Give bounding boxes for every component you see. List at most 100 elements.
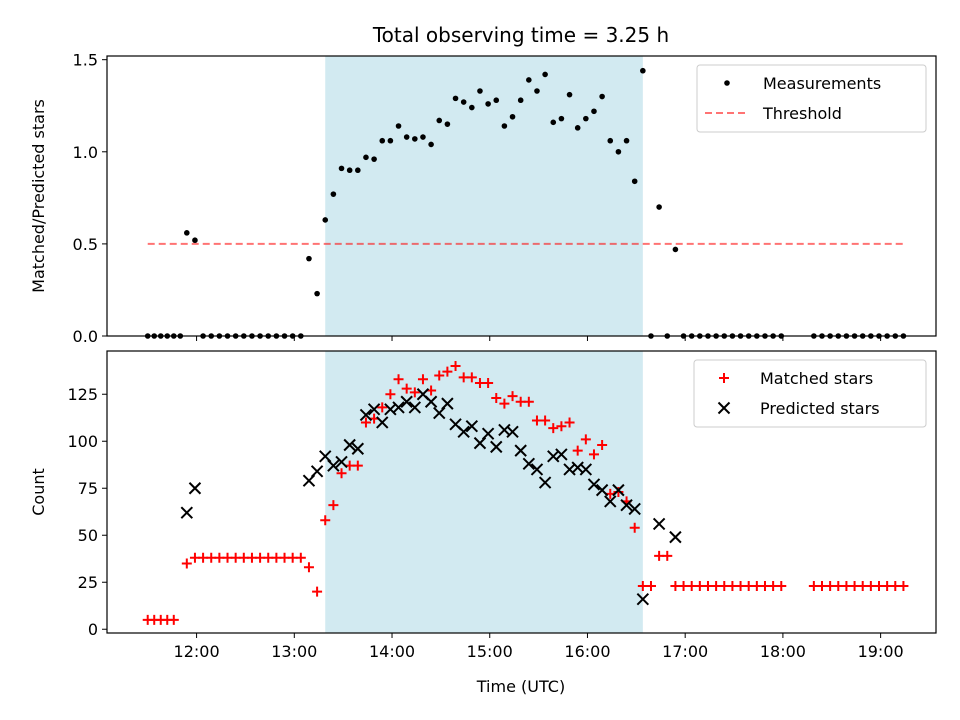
- data-point: [420, 134, 426, 140]
- data-point: [477, 88, 483, 94]
- data-point: [898, 581, 909, 591]
- series-matched-stars: [142, 361, 909, 625]
- legend-marker: [719, 373, 729, 383]
- data-point: [631, 178, 638, 185]
- data-point: [776, 581, 787, 591]
- data-point: [181, 558, 192, 569]
- data-point: [412, 136, 418, 142]
- data-point: [401, 383, 412, 394]
- plot-frame: [106, 350, 937, 634]
- data-point: [628, 502, 641, 516]
- data-point: [579, 463, 593, 476]
- data-point: [587, 478, 601, 491]
- x-tick-label: 18:00: [760, 642, 806, 661]
- data-point: [645, 581, 656, 591]
- data-point: [485, 101, 491, 107]
- data-point: [188, 482, 202, 495]
- legend-label: Measurements: [763, 74, 881, 93]
- data-point: [556, 421, 567, 432]
- data-point: [522, 457, 536, 471]
- data-point: [629, 522, 640, 533]
- data-point: [371, 156, 377, 162]
- data-point: [517, 97, 524, 104]
- data-point: [312, 586, 323, 597]
- data-point: [428, 141, 434, 148]
- data-point: [588, 449, 599, 460]
- data-point: [542, 71, 548, 78]
- x-tick-label: 13:00: [271, 642, 317, 661]
- observing-window-shade: [325, 351, 643, 633]
- data-point: [583, 115, 589, 122]
- series-predicted-stars: [180, 388, 682, 606]
- data-point: [393, 374, 404, 385]
- data-point: [499, 398, 510, 409]
- y-tick-label: 1.5: [73, 51, 98, 70]
- data-point: [595, 483, 609, 497]
- data-point: [669, 530, 682, 544]
- data-point: [523, 396, 534, 407]
- data-point: [168, 614, 179, 625]
- panel-count: 0 25 50 75 100 125 Count 12:00 13:00 14:00 15:00 16…: [29, 350, 937, 661]
- data-point: [490, 440, 503, 454]
- data-point: [192, 237, 198, 244]
- data-point: [501, 123, 508, 129]
- legend-label: Predicted stars: [760, 399, 880, 418]
- data-point: [367, 403, 381, 416]
- data-point: [417, 374, 428, 385]
- data-point: [352, 460, 363, 471]
- y-tick-label: 0.5: [73, 235, 98, 254]
- data-point: [493, 97, 500, 104]
- data-point: [656, 204, 662, 210]
- legend-box: [696, 64, 927, 133]
- data-point: [355, 167, 361, 174]
- legend-label: Matched stars: [760, 369, 873, 388]
- data-point: [450, 361, 461, 372]
- data-point: [564, 417, 575, 428]
- data-point: [409, 387, 420, 398]
- data-point: [441, 397, 454, 410]
- y-axis-label: Matched/Predicted stars: [29, 99, 48, 293]
- data-point: [444, 121, 451, 127]
- legend-box: [693, 359, 927, 428]
- data-point: [303, 562, 314, 573]
- data-point: [555, 448, 568, 461]
- data-point: [672, 246, 679, 253]
- data-point: [376, 416, 389, 429]
- data-point: [184, 230, 190, 236]
- y-tick-label: 100: [67, 432, 98, 451]
- data-point: [465, 419, 479, 433]
- x-tick-label: 19:00: [858, 642, 904, 661]
- data-point: [466, 372, 477, 383]
- data-point: [599, 93, 605, 100]
- data-point: [615, 148, 622, 155]
- data-point: [460, 99, 467, 105]
- data-point: [180, 506, 194, 519]
- data-point: [469, 104, 475, 111]
- data-point: [591, 108, 597, 115]
- data-point: [481, 427, 495, 440]
- data-point: [385, 389, 396, 400]
- data-point: [526, 77, 532, 83]
- legend-marker: [717, 401, 731, 415]
- data-point: [662, 550, 673, 561]
- data-point: [550, 119, 557, 126]
- data-point: [343, 438, 356, 452]
- data-point: [558, 115, 565, 122]
- legend-marker: [724, 80, 730, 86]
- data-point: [360, 417, 371, 428]
- data-point: [322, 217, 329, 223]
- data-point: [335, 455, 348, 469]
- data-point: [566, 91, 573, 98]
- data-point: [403, 134, 410, 140]
- y-tick-label: 125: [67, 385, 98, 404]
- data-point: [363, 154, 369, 161]
- data-point: [408, 401, 422, 414]
- y-tick-label: 25: [78, 573, 98, 592]
- data-point: [607, 137, 614, 144]
- data-point: [507, 391, 518, 402]
- x-axis-label: Time (UTC): [476, 677, 565, 696]
- data-point: [320, 515, 331, 526]
- data-point: [457, 425, 470, 439]
- data-point: [336, 468, 347, 479]
- chart-title: Total observing time = 3.25 h: [372, 23, 669, 47]
